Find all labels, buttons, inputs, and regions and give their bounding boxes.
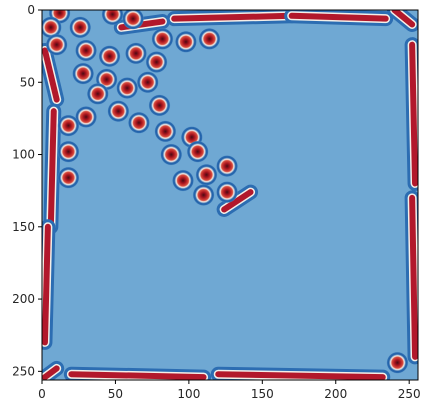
spot-28 — [57, 166, 80, 189]
stripe-0 — [42, 42, 65, 108]
stripe-1 — [43, 103, 62, 235]
spot-15 — [136, 71, 159, 94]
y-tick-label-200: 200 — [12, 292, 35, 306]
spot-1 — [101, 10, 124, 26]
spot-9 — [98, 45, 121, 68]
spot-12 — [145, 51, 168, 74]
spot-21 — [57, 114, 80, 137]
spot-2 — [42, 16, 62, 39]
spot-17 — [75, 105, 98, 128]
y-tick-label-250: 250 — [12, 364, 35, 378]
y-tick-label-150: 150 — [12, 220, 35, 234]
spot-27 — [216, 155, 239, 178]
x-tick-label-150: 150 — [251, 387, 274, 401]
stripe-10 — [63, 366, 212, 380]
spot-6 — [151, 27, 174, 50]
spot-34 — [122, 10, 145, 30]
spot-20 — [148, 94, 171, 117]
spot-31 — [192, 184, 215, 206]
spot-25 — [160, 143, 183, 166]
spot-3 — [69, 16, 92, 39]
spot-19 — [127, 111, 150, 134]
spot-4 — [45, 33, 68, 56]
x-tick-label-0: 0 — [38, 387, 46, 401]
spot-10 — [72, 62, 95, 85]
spot-32 — [216, 181, 239, 204]
x-tick-label-200: 200 — [324, 387, 347, 401]
spot-layer — [42, 10, 409, 374]
y-axis: 0 50 100 150 200 250 — [12, 3, 42, 378]
stripe-2 — [42, 219, 56, 350]
x-tick-label-250: 250 — [398, 387, 421, 401]
spot-29 — [172, 169, 194, 192]
x-axis: 0 50 100 150 200 250 — [38, 380, 421, 401]
y-tick-label-0: 0 — [27, 3, 35, 17]
stripe-9 — [42, 360, 65, 380]
spot-7 — [174, 30, 197, 53]
spot-26 — [186, 140, 209, 163]
stripe-12 — [216, 184, 259, 217]
spot-11 — [125, 42, 147, 65]
spot-18 — [107, 100, 130, 123]
spot-14 — [116, 77, 139, 100]
stripe-6 — [387, 10, 418, 32]
stripe-8 — [404, 190, 418, 365]
spot-5 — [75, 39, 98, 62]
spot-33 — [386, 351, 409, 374]
spot-22 — [154, 120, 177, 143]
stripe-7 — [404, 37, 418, 191]
x-tick-label-50: 50 — [108, 387, 123, 401]
spot-16 — [86, 82, 109, 105]
spot-30 — [195, 163, 218, 186]
spot-8 — [198, 27, 221, 50]
stripe-11 — [210, 366, 391, 380]
stripe-5 — [284, 10, 394, 27]
stripe-4 — [166, 10, 300, 27]
y-tick-label-50: 50 — [20, 75, 35, 89]
plot-frame — [41, 9, 419, 381]
y-tick-label-100: 100 — [12, 148, 35, 162]
spot-24 — [57, 140, 80, 163]
plot-area — [42, 10, 418, 380]
x-tick-label-100: 100 — [177, 387, 200, 401]
